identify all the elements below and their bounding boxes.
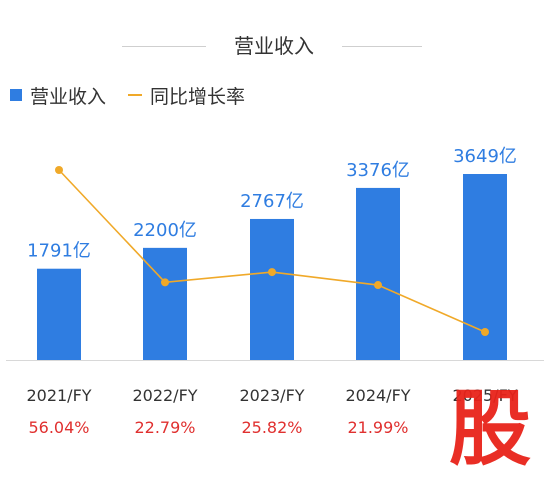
growth-rate-label-3: 21.99% bbox=[347, 418, 408, 437]
growth-rate-label-0: 56.04% bbox=[28, 418, 89, 437]
legend-item-growth: 同比增长率 bbox=[128, 82, 245, 109]
watermark-stamp: 股 bbox=[448, 382, 531, 477]
bar-value-label-4: 3649亿 bbox=[453, 146, 517, 167]
chart-legend: 营业收入 同比增长率 bbox=[10, 80, 267, 110]
title-divider-right bbox=[342, 46, 422, 47]
bar-1 bbox=[143, 247, 187, 360]
bar-0 bbox=[37, 268, 81, 360]
bar-value-label-0: 1791亿 bbox=[27, 241, 91, 262]
legend-swatch-growth bbox=[128, 94, 143, 96]
chart-title: 营业收入 bbox=[234, 34, 314, 58]
legend-label-revenue: 营业收入 bbox=[30, 85, 107, 108]
legend-item-revenue: 营业收入 bbox=[10, 82, 106, 109]
category-label-3: 2024/FY bbox=[345, 386, 410, 405]
growth-point-4 bbox=[481, 328, 489, 336]
title-divider-left bbox=[122, 46, 206, 47]
category-label-2: 2023/FY bbox=[239, 386, 304, 405]
growth-point-2 bbox=[268, 268, 276, 277]
bar-3 bbox=[356, 187, 400, 360]
growth-point-3 bbox=[374, 281, 382, 290]
growth-rate-label-2: 25.82% bbox=[241, 418, 302, 437]
bar-2 bbox=[250, 218, 294, 360]
bar-value-label-3: 3376亿 bbox=[346, 160, 410, 181]
category-label-1: 2022/FY bbox=[132, 386, 197, 405]
legend-swatch-revenue bbox=[10, 89, 22, 101]
chart-title-row: 营业收入 bbox=[0, 30, 550, 62]
category-label-4: 2025/FY bbox=[452, 386, 517, 405]
legend-label-growth: 同比增长率 bbox=[150, 85, 246, 108]
growth-point-0 bbox=[55, 166, 63, 174]
bar-value-label-2: 2767亿 bbox=[240, 191, 304, 212]
bar-value-label-1: 2200亿 bbox=[133, 220, 197, 241]
growth-rate-label-1: 22.79% bbox=[134, 418, 195, 437]
growth-point-1 bbox=[161, 278, 169, 287]
category-label-0: 2021/FY bbox=[26, 386, 91, 405]
